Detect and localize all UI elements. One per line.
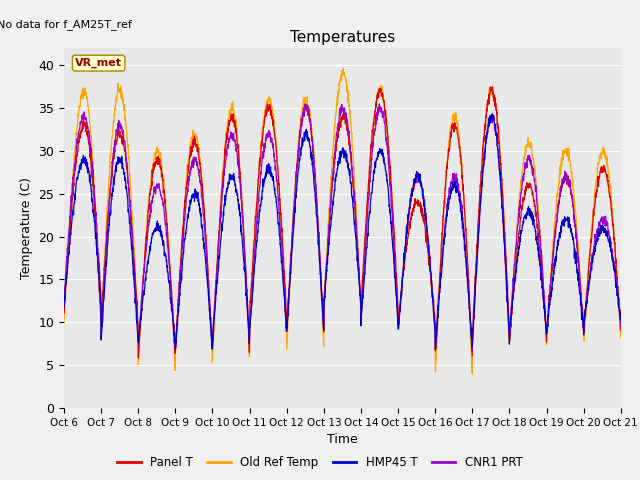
CNR1 PRT	[468, 348, 476, 354]
Panel T	[568, 192, 576, 198]
CNR1 PRT	[359, 286, 367, 292]
Panel T	[134, 355, 142, 360]
CNR1 PRT	[505, 320, 513, 326]
Old Ref Temp	[568, 173, 576, 179]
Panel T	[488, 84, 496, 90]
HMP45 T	[216, 254, 223, 260]
Old Ref Temp	[339, 65, 347, 71]
Line: HMP45 T: HMP45 T	[64, 115, 621, 349]
Old Ref Temp	[60, 318, 68, 324]
Old Ref Temp	[584, 279, 591, 285]
Title: Temperatures: Temperatures	[290, 30, 395, 46]
Old Ref Temp	[505, 322, 513, 328]
Panel T	[617, 325, 625, 331]
Y-axis label: Temperature (C): Temperature (C)	[20, 177, 33, 279]
CNR1 PRT	[371, 126, 379, 132]
Panel T	[371, 108, 379, 114]
Text: No data for f_AM25T_ref: No data for f_AM25T_ref	[0, 19, 132, 30]
Panel T	[584, 282, 591, 288]
HMP45 T	[371, 170, 378, 176]
HMP45 T	[505, 324, 513, 329]
Line: Old Ref Temp: Old Ref Temp	[64, 68, 621, 373]
CNR1 PRT	[568, 195, 576, 201]
Old Ref Temp	[359, 280, 367, 286]
HMP45 T	[568, 230, 576, 236]
HMP45 T	[617, 317, 625, 323]
HMP45 T	[60, 304, 68, 310]
Line: Panel T: Panel T	[64, 87, 621, 358]
CNR1 PRT	[301, 101, 309, 107]
HMP45 T	[584, 293, 591, 299]
CNR1 PRT	[216, 228, 223, 234]
HMP45 T	[431, 346, 439, 352]
Legend: Panel T, Old Ref Temp, HMP45 T, CNR1 PRT: Panel T, Old Ref Temp, HMP45 T, CNR1 PRT	[113, 452, 527, 474]
Panel T	[216, 227, 223, 232]
Panel T	[359, 273, 367, 278]
HMP45 T	[358, 300, 366, 306]
Line: CNR1 PRT: CNR1 PRT	[64, 104, 621, 351]
Old Ref Temp	[617, 335, 625, 341]
Text: VR_met: VR_met	[75, 58, 122, 68]
HMP45 T	[489, 112, 497, 118]
Old Ref Temp	[371, 110, 379, 116]
CNR1 PRT	[617, 323, 625, 328]
Panel T	[505, 312, 513, 318]
X-axis label: Time: Time	[327, 433, 358, 446]
CNR1 PRT	[60, 294, 68, 300]
Old Ref Temp	[468, 371, 476, 376]
Old Ref Temp	[216, 224, 223, 229]
Panel T	[60, 310, 68, 316]
CNR1 PRT	[584, 288, 591, 294]
